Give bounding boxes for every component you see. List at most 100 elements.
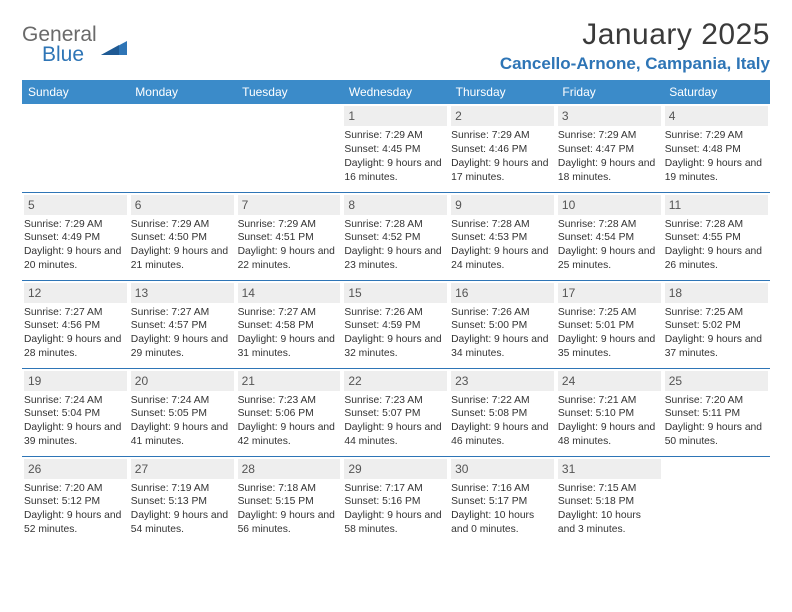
- weekday-header: Sunday: [22, 80, 129, 104]
- sunrise-text: Sunrise: 7:29 AM: [558, 129, 659, 143]
- sunset-text: Sunset: 4:57 PM: [131, 319, 232, 333]
- calendar-day-cell: 23Sunrise: 7:22 AMSunset: 5:08 PMDayligh…: [449, 368, 556, 456]
- calendar-week-row: 12Sunrise: 7:27 AMSunset: 4:56 PMDayligh…: [22, 280, 770, 368]
- daylight-text: Daylight: 9 hours and 48 minutes.: [558, 421, 659, 449]
- daylight-text: Daylight: 9 hours and 28 minutes.: [24, 333, 125, 361]
- calendar-day-cell: 30 Sunrise: 7:16 AMSunset: 5:17 PMDayligh…: [449, 456, 556, 544]
- day-details: Sunrise: 7:20 AMSunset: 5:12 PMDaylight:…: [24, 482, 127, 538]
- day-details: Sunrise: 7:29 AMSunset: 4:47 PMDaylight:…: [558, 129, 661, 185]
- daylight-text: Daylight: 9 hours and 31 minutes.: [238, 333, 339, 361]
- calendar-day-cell: 21Sunrise: 7:23 AMSunset: 5:06 PMDayligh…: [236, 368, 343, 456]
- day-number: 9: [451, 195, 554, 215]
- day-number: 7: [238, 195, 341, 215]
- weekday-header-row: SundayMondayTuesdayWednesdayThursdayFrid…: [22, 80, 770, 104]
- sunrise-text: Sunrise: 7:24 AM: [24, 394, 125, 408]
- day-number: 17: [558, 283, 661, 303]
- calendar-day-cell: 14 Sunrise: 7:27 AMSunset: 4:58 PMDayligh…: [236, 280, 343, 368]
- day-details: Sunrise: 7:29 AMSunset: 4:49 PMDaylight:…: [24, 218, 127, 274]
- day-details: Sunrise: 7:24 AMSunset: 5:05 PMDaylight:…: [131, 394, 234, 450]
- daylight-text: Daylight: 10 hours and 0 minutes.: [451, 509, 552, 537]
- weekday-header: Wednesday: [342, 80, 449, 104]
- day-details: Sunrise: 7:25 AMSunset: 5:02 PMDaylight:…: [665, 306, 768, 362]
- day-number: 29: [344, 459, 447, 479]
- calendar-week-row: 19Sunrise: 7:24 AMSunset: 5:04 PMDayligh…: [22, 368, 770, 456]
- logo-triangle-icon: [101, 37, 127, 55]
- daylight-text: Daylight: 9 hours and 35 minutes.: [558, 333, 659, 361]
- daylight-text: Daylight: 9 hours and 21 minutes.: [131, 245, 232, 273]
- daylight-text: Daylight: 9 hours and 18 minutes.: [558, 157, 659, 185]
- sunset-text: Sunset: 4:46 PM: [451, 143, 552, 157]
- day-details: Sunrise: 7:23 AMSunset: 5:07 PMDaylight:…: [344, 394, 447, 450]
- calendar-day-cell: 25 Sunrise: 7:20 AMSunset: 5:11 PMDayligh…: [663, 368, 770, 456]
- weekday-header: Friday: [556, 80, 663, 104]
- sunrise-text: Sunrise: 7:28 AM: [451, 218, 552, 232]
- daylight-text: Daylight: 9 hours and 23 minutes.: [344, 245, 445, 273]
- month-title: January 2025: [500, 18, 770, 52]
- day-details: Sunrise: 7:17 AMSunset: 5:16 PMDaylight:…: [344, 482, 447, 538]
- sunrise-text: Sunrise: 7:29 AM: [665, 129, 766, 143]
- sunrise-text: Sunrise: 7:23 AM: [344, 394, 445, 408]
- sunset-text: Sunset: 5:05 PM: [131, 407, 232, 421]
- day-number: 28: [238, 459, 341, 479]
- calendar-day-cell: 20 Sunrise: 7:24 AMSunset: 5:05 PMDayligh…: [129, 368, 236, 456]
- sunset-text: Sunset: 4:48 PM: [665, 143, 766, 157]
- daylight-text: Daylight: 9 hours and 44 minutes.: [344, 421, 445, 449]
- daylight-text: Daylight: 9 hours and 56 minutes.: [238, 509, 339, 537]
- calendar-day-cell: 29 Sunrise: 7:17 AMSunset: 5:16 PMDayligh…: [342, 456, 449, 544]
- sunset-text: Sunset: 5:04 PM: [24, 407, 125, 421]
- day-details: Sunrise: 7:18 AMSunset: 5:15 PMDaylight:…: [238, 482, 341, 538]
- sunset-text: Sunset: 5:18 PM: [558, 495, 659, 509]
- sunset-text: Sunset: 4:56 PM: [24, 319, 125, 333]
- calendar-day-cell: 19Sunrise: 7:24 AMSunset: 5:04 PMDayligh…: [22, 368, 129, 456]
- daylight-text: Daylight: 9 hours and 52 minutes.: [24, 509, 125, 537]
- sunset-text: Sunset: 5:17 PM: [451, 495, 552, 509]
- day-details: Sunrise: 7:20 AMSunset: 5:11 PMDaylight:…: [665, 394, 768, 450]
- sunset-text: Sunset: 4:45 PM: [344, 143, 445, 157]
- day-number: 20: [131, 371, 234, 391]
- sunset-text: Sunset: 4:54 PM: [558, 231, 659, 245]
- day-details: Sunrise: 7:29 AMSunset: 4:45 PMDaylight:…: [344, 129, 447, 185]
- sunset-text: Sunset: 5:10 PM: [558, 407, 659, 421]
- calendar-day-cell: 12Sunrise: 7:27 AMSunset: 4:56 PMDayligh…: [22, 280, 129, 368]
- day-details: Sunrise: 7:16 AMSunset: 5:17 PMDaylight:…: [451, 482, 554, 538]
- day-number: 31: [558, 459, 661, 479]
- sunrise-text: Sunrise: 7:20 AM: [665, 394, 766, 408]
- calendar-day-cell: 6Sunrise: 7:29 AMSunset: 4:50 PMDaylight…: [129, 192, 236, 280]
- sunset-text: Sunset: 4:59 PM: [344, 319, 445, 333]
- day-details: Sunrise: 7:15 AMSunset: 5:18 PMDaylight:…: [558, 482, 661, 538]
- day-details: Sunrise: 7:29 AMSunset: 4:48 PMDaylight:…: [665, 129, 768, 185]
- day-details: Sunrise: 7:29 AMSunset: 4:46 PMDaylight:…: [451, 129, 554, 185]
- header: General Blue January 2025 Cancello-Arnon…: [22, 18, 770, 74]
- sunset-text: Sunset: 4:58 PM: [238, 319, 339, 333]
- daylight-text: Daylight: 9 hours and 41 minutes.: [131, 421, 232, 449]
- day-details: Sunrise: 7:25 AMSunset: 5:01 PMDaylight:…: [558, 306, 661, 362]
- sunrise-text: Sunrise: 7:17 AM: [344, 482, 445, 496]
- day-number: 25: [665, 371, 768, 391]
- sunrise-text: Sunrise: 7:28 AM: [344, 218, 445, 232]
- day-details: Sunrise: 7:26 AMSunset: 5:00 PMDaylight:…: [451, 306, 554, 362]
- day-number: 5: [24, 195, 127, 215]
- sunrise-text: Sunrise: 7:15 AM: [558, 482, 659, 496]
- calendar-week-row: ...1Sunrise: 7:29 AMSunset: 4:45 PMDayli…: [22, 104, 770, 192]
- day-details: Sunrise: 7:29 AMSunset: 4:50 PMDaylight:…: [131, 218, 234, 274]
- sunrise-text: Sunrise: 7:26 AM: [344, 306, 445, 320]
- calendar-day-cell: 1Sunrise: 7:29 AMSunset: 4:45 PMDaylight…: [342, 104, 449, 192]
- calendar-day-cell: 27Sunrise: 7:19 AMSunset: 5:13 PMDayligh…: [129, 456, 236, 544]
- day-number: 8: [344, 195, 447, 215]
- calendar-day-cell: 10Sunrise: 7:28 AMSunset: 4:54 PMDayligh…: [556, 192, 663, 280]
- sunrise-text: Sunrise: 7:20 AM: [24, 482, 125, 496]
- sunrise-text: Sunrise: 7:21 AM: [558, 394, 659, 408]
- sunrise-text: Sunrise: 7:27 AM: [238, 306, 339, 320]
- weekday-header: Saturday: [663, 80, 770, 104]
- calendar-week-row: 26Sunrise: 7:20 AMSunset: 5:12 PMDayligh…: [22, 456, 770, 544]
- calendar-day-cell: 5 Sunrise: 7:29 AMSunset: 4:49 PMDaylight…: [22, 192, 129, 280]
- day-number: 30: [451, 459, 554, 479]
- sunset-text: Sunset: 5:01 PM: [558, 319, 659, 333]
- calendar-day-cell: 22Sunrise: 7:23 AMSunset: 5:07 PMDayligh…: [342, 368, 449, 456]
- daylight-text: Daylight: 9 hours and 32 minutes.: [344, 333, 445, 361]
- sunrise-text: Sunrise: 7:16 AM: [451, 482, 552, 496]
- day-number: 23: [451, 371, 554, 391]
- day-number: 2: [451, 106, 554, 126]
- day-number: 14: [238, 283, 341, 303]
- sunrise-text: Sunrise: 7:27 AM: [24, 306, 125, 320]
